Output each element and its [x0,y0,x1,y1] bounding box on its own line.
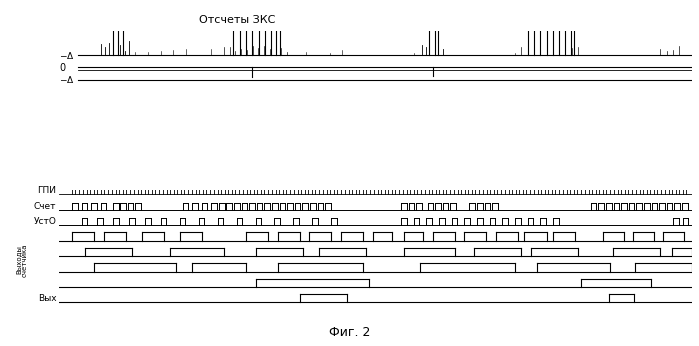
Text: Отсчеты ЗКС: Отсчеты ЗКС [199,16,275,26]
Text: $-\Delta$: $-\Delta$ [59,49,75,61]
Text: Фиг. 2: Фиг. 2 [329,326,370,339]
Text: ГПИ: ГПИ [37,186,56,195]
Text: Счет: Счет [34,202,56,211]
Text: $-\Delta$: $-\Delta$ [59,74,75,85]
Text: Выходы
счетчика: Выходы счетчика [15,243,28,276]
Text: $0$: $0$ [59,61,67,73]
Text: УстО: УстО [34,217,56,226]
Text: Вых: Вых [38,294,56,303]
